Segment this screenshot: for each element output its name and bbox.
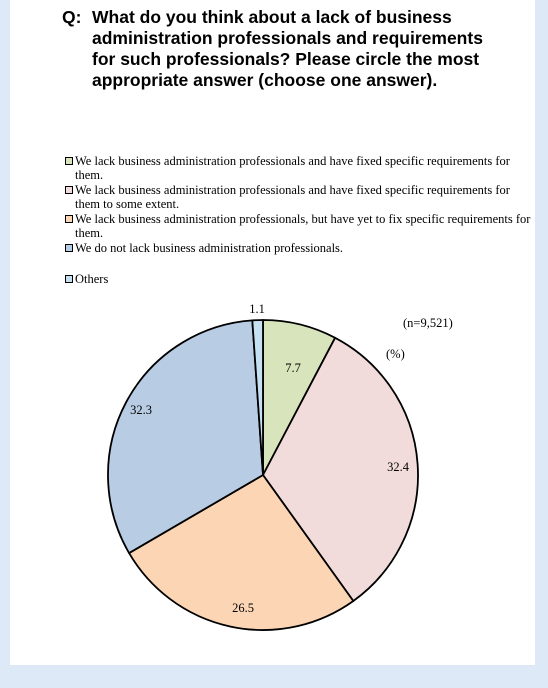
legend-swatch (65, 186, 73, 194)
legend-swatch (65, 215, 73, 223)
slice-value-label: 32.4 (387, 460, 410, 474)
legend-label: Others (75, 272, 109, 286)
chart-legend: We lack business administration professi… (65, 154, 535, 287)
pie-slice (107, 319, 264, 554)
unit-note: (%) (386, 347, 405, 361)
question-text: What do you think about a lack of busine… (92, 7, 483, 90)
question-prefix: Q: (62, 7, 82, 27)
legend-swatch (65, 157, 73, 165)
sample-size-note: (n=9,521) (403, 316, 453, 330)
legend-swatch (65, 275, 73, 283)
pie-slice (128, 474, 355, 631)
legend-item: Others (65, 272, 535, 286)
legend-item: We lack business administration professi… (65, 212, 535, 240)
pie-labels: 7.7 32.4 26.5 32.3 1.1 (130, 302, 410, 615)
slice-value-label: 32.3 (130, 403, 152, 417)
pie-slice (262, 336, 419, 602)
legend-label: We do not lack business administration p… (75, 241, 344, 255)
legend-item: We lack business administration professi… (65, 183, 535, 211)
legend-label: We lack business administration professi… (75, 154, 510, 182)
pie-slice (251, 319, 264, 476)
slice-value-label: 1.1 (249, 302, 265, 316)
legend-item: We do not lack business administration p… (65, 241, 535, 255)
legend-swatch (65, 244, 73, 252)
slice-value-label: 7.7 (285, 361, 301, 375)
legend-label: We lack business administration professi… (75, 212, 531, 240)
slice-value-label: 26.5 (232, 601, 254, 615)
pie-slices (107, 319, 419, 631)
legend-item: We lack business administration professi… (65, 154, 535, 182)
question-heading: Q: What do you think about a lack of bus… (62, 7, 502, 91)
legend-label: We lack business administration professi… (75, 183, 510, 211)
